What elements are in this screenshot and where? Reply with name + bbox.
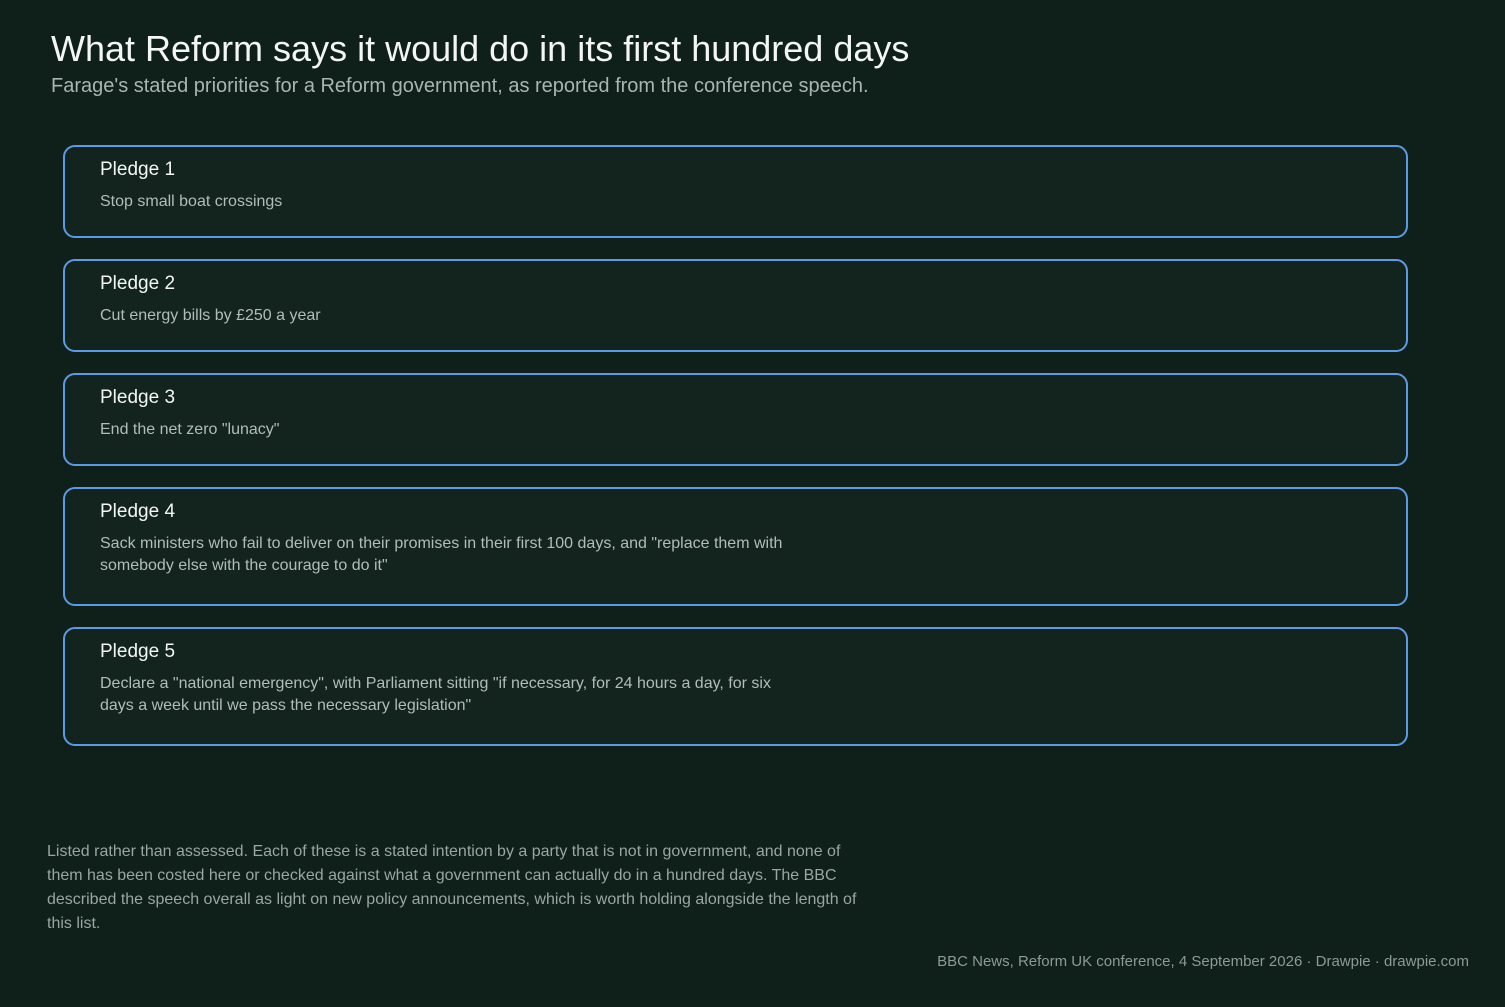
page-title: What Reform says it would do in its firs… <box>51 28 910 69</box>
pledge-text: Declare a "national emergency", with Par… <box>100 675 771 714</box>
pledge-label: Pledge 5 <box>100 641 176 662</box>
footnote: Listed rather than assessed. Each of the… <box>47 843 857 932</box>
pledge-label: Pledge 1 <box>100 159 176 180</box>
source-credit: BBC News, Reform UK conference, 4 Septem… <box>937 953 1469 970</box>
pledge-label: Pledge 2 <box>100 273 176 294</box>
pledge-card-4: Pledge 4 Sack ministers who fail to deli… <box>63 487 1408 606</box>
pledge-text: End the net zero "lunacy" <box>100 421 280 438</box>
pledge-card-5: Pledge 5 Declare a "national emergency",… <box>63 627 1408 746</box>
pledge-card-1: Pledge 1 Stop small boat crossings <box>63 145 1408 238</box>
pledge-text: Cut energy bills by £250 a year <box>100 307 321 324</box>
pledge-text: Stop small boat crossings <box>100 193 283 210</box>
pledge-card-2: Pledge 2 Cut energy bills by £250 a year <box>63 259 1408 352</box>
pledge-label: Pledge 3 <box>100 387 176 408</box>
page-subtitle: Farage's stated priorities for a Reform … <box>51 75 869 97</box>
pledge-card-3: Pledge 3 End the net zero "lunacy" <box>63 373 1408 466</box>
pledge-text: Sack ministers who fail to deliver on th… <box>100 535 783 574</box>
pledge-label: Pledge 4 <box>100 501 176 522</box>
